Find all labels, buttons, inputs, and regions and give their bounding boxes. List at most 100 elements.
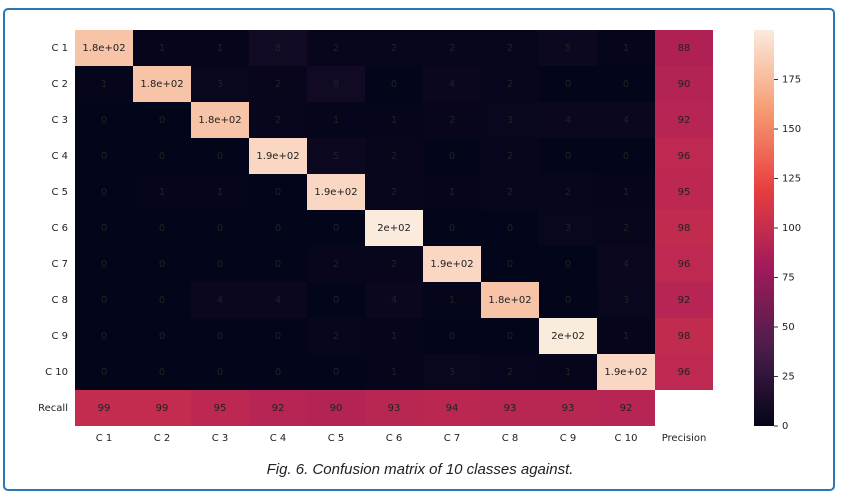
cell <box>655 102 713 138</box>
cell <box>423 354 481 390</box>
cell-label: 4 <box>449 79 455 90</box>
cell-label: 1.9e+02 <box>256 151 299 162</box>
cell <box>133 102 191 138</box>
cell-label: 1 <box>449 295 455 306</box>
row-label: Recall <box>38 403 68 414</box>
cell-label: 98 <box>678 331 691 342</box>
cell <box>249 246 307 282</box>
cell-label: 0 <box>101 223 107 234</box>
cell <box>133 282 191 318</box>
cell <box>655 138 713 174</box>
row-label: C 4 <box>51 151 68 162</box>
cell-label: 1 <box>565 367 571 378</box>
cell-label: 92 <box>272 403 285 414</box>
cell-label: 0 <box>159 331 165 342</box>
cell-label: 1 <box>101 79 107 90</box>
cell <box>307 246 365 282</box>
cell <box>75 246 133 282</box>
cell <box>597 102 655 138</box>
cell-label: 96 <box>678 151 691 162</box>
cell <box>365 30 423 66</box>
cell <box>365 354 423 390</box>
cell <box>133 390 191 426</box>
column-label: C 9 <box>560 433 577 444</box>
cell-label: 1 <box>623 187 629 198</box>
cell-label: 90 <box>678 79 691 90</box>
cell-label: 2 <box>565 187 571 198</box>
cell-label: 4 <box>623 259 629 270</box>
cell <box>423 246 481 282</box>
cell <box>655 174 713 210</box>
cell-label: 2 <box>449 115 455 126</box>
cell <box>191 66 249 102</box>
cell-label: 0 <box>507 223 513 234</box>
cell-label: 2e+02 <box>551 331 585 342</box>
column-label: C 6 <box>386 433 403 444</box>
cell-label: 0 <box>565 259 571 270</box>
column-label: C 4 <box>270 433 287 444</box>
cell <box>191 390 249 426</box>
cell-label: 92 <box>678 115 691 126</box>
cell <box>249 138 307 174</box>
caption: Fig. 6. Confusion matrix of 10 classes a… <box>267 461 574 478</box>
cell-label: 1.8e+02 <box>488 295 531 306</box>
cell <box>481 390 539 426</box>
cell <box>133 30 191 66</box>
column-label: C 8 <box>502 433 519 444</box>
cell <box>191 318 249 354</box>
cell-label: 0 <box>275 223 281 234</box>
cell-label: 0 <box>449 223 455 234</box>
cell <box>365 138 423 174</box>
cell <box>307 30 365 66</box>
cell-label: 1.8e+02 <box>82 43 125 54</box>
cell <box>307 282 365 318</box>
cell-label: 2 <box>391 43 397 54</box>
colorbar-tick-label: 100 <box>782 223 801 234</box>
cell-label: 1 <box>217 43 223 54</box>
cell <box>307 390 365 426</box>
colorbar-tick-label: 50 <box>782 322 795 333</box>
column-label: C 5 <box>328 433 345 444</box>
cell <box>539 102 597 138</box>
cell <box>191 30 249 66</box>
cell <box>75 210 133 246</box>
cell-label: 90 <box>330 403 343 414</box>
cell-label: 1.8e+02 <box>140 79 183 90</box>
cell <box>75 354 133 390</box>
cell <box>133 138 191 174</box>
cell <box>539 390 597 426</box>
cell <box>597 282 655 318</box>
cell <box>481 138 539 174</box>
cell-label: 5 <box>333 151 339 162</box>
cell-label: 0 <box>101 115 107 126</box>
cell <box>133 246 191 282</box>
colorbar-tick-label: 125 <box>782 174 801 185</box>
cell-label: 3 <box>623 295 629 306</box>
cell <box>597 30 655 66</box>
cell <box>307 174 365 210</box>
cell <box>539 282 597 318</box>
cell-label: 0 <box>217 223 223 234</box>
cell-label: 2 <box>507 367 513 378</box>
cell <box>75 282 133 318</box>
cell-label: 2 <box>275 115 281 126</box>
cell-label: 88 <box>678 43 691 54</box>
cell-label: 93 <box>388 403 401 414</box>
cell <box>597 174 655 210</box>
cell <box>423 66 481 102</box>
cell <box>539 354 597 390</box>
cell-label: 4 <box>565 115 571 126</box>
colorbar <box>754 30 774 426</box>
cell-label: 0 <box>217 259 223 270</box>
cell-label: 96 <box>678 367 691 378</box>
cell <box>423 138 481 174</box>
heatmap: C 1 1.8e+02 1 1 8 2 2 2 2 5 1 88C 2 1 1.8e+02 3 2 8 0 4 2 0 0… <box>38 30 801 444</box>
cell-label: 95 <box>214 403 227 414</box>
cell <box>249 390 307 426</box>
cell <box>597 138 655 174</box>
cell-label: 2 <box>391 259 397 270</box>
cell-label: 1.9e+02 <box>314 187 357 198</box>
cell-label: 2 <box>507 79 513 90</box>
cell <box>133 66 191 102</box>
